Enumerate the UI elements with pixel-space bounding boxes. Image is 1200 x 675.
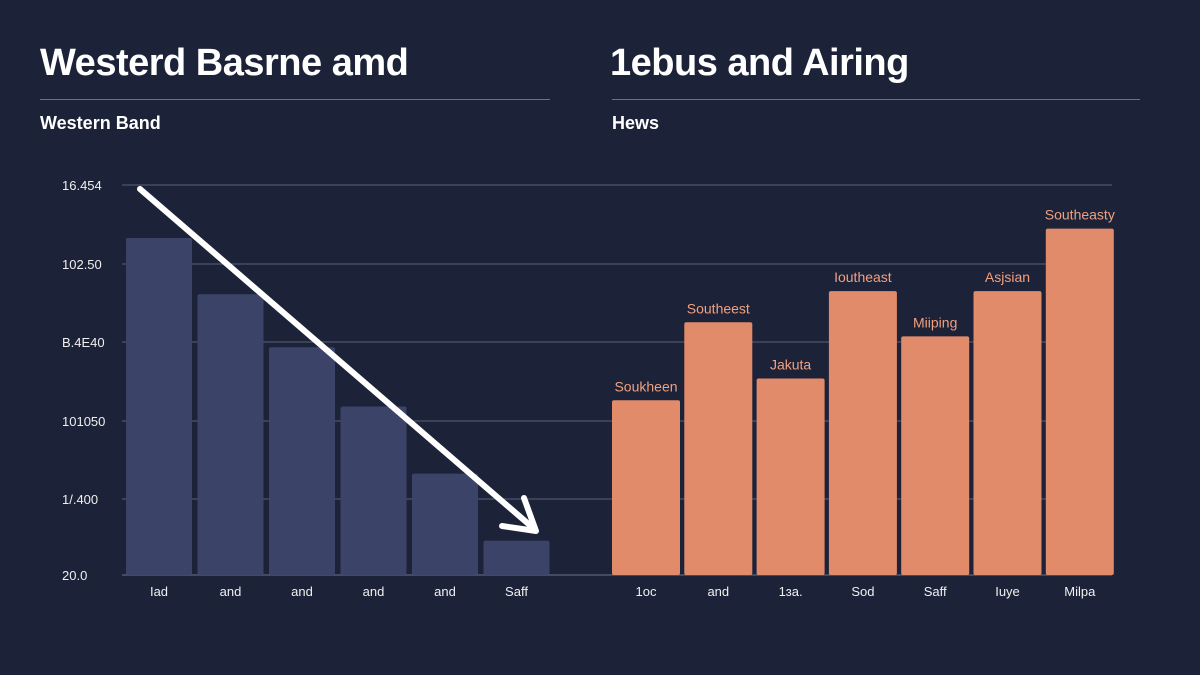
x-tick-label: 1oc	[636, 584, 657, 599]
bar	[684, 322, 753, 575]
x-tick-label: and	[707, 584, 729, 599]
bar	[412, 473, 478, 575]
x-tick-label: and	[434, 584, 456, 599]
y-tick-label: 101050	[62, 414, 105, 429]
y-tick-label: 20.0	[62, 568, 87, 583]
data-label: Southeest	[687, 300, 750, 316]
x-tick-label: Saff	[505, 584, 528, 599]
bar	[973, 291, 1042, 575]
bar	[269, 347, 335, 575]
bar	[828, 291, 897, 575]
y-tick-label: 102.50	[62, 257, 102, 272]
x-tick-label: Sod	[851, 584, 874, 599]
x-tick-label: Saff	[924, 584, 947, 599]
left-title-divider	[40, 99, 550, 100]
bar	[612, 400, 680, 575]
data-label: Ioutheast	[834, 269, 892, 285]
bar	[340, 406, 407, 575]
left-chart-title: Westerd Basrne amd	[40, 42, 409, 84]
x-tick-label: 1ɜa.	[779, 584, 803, 599]
right-chart-title: 1ebus and Airing	[610, 42, 909, 84]
bar	[483, 540, 550, 575]
bar	[1045, 228, 1114, 575]
x-tick-label: and	[220, 584, 242, 599]
x-tick-label: Milpa	[1064, 584, 1096, 599]
bar	[197, 294, 264, 575]
bar	[756, 378, 825, 575]
bar	[126, 238, 192, 576]
data-label: Asjsian	[985, 269, 1030, 285]
data-label: Jakuta	[770, 356, 811, 372]
data-label: Soukheen	[614, 378, 677, 394]
x-tick-label: and	[291, 584, 313, 599]
data-label: Miiping	[913, 314, 957, 330]
y-tick-label: 1/.400	[62, 492, 98, 507]
trend-arrow-head	[499, 495, 539, 534]
x-tick-label: Iad	[150, 584, 168, 599]
right-chart-subtitle: Hews	[612, 113, 660, 133]
y-tick-label: 16.454	[62, 178, 102, 193]
bar	[901, 336, 970, 575]
y-tick-label: B.4E40	[62, 335, 105, 350]
x-tick-label: Iuye	[995, 584, 1020, 599]
left-chart-subtitle: Western Band	[40, 113, 161, 133]
x-tick-label: and	[363, 584, 385, 599]
data-label: Southeasty	[1045, 207, 1115, 223]
right-title-divider	[612, 99, 1140, 100]
trend-arrow	[137, 186, 535, 530]
